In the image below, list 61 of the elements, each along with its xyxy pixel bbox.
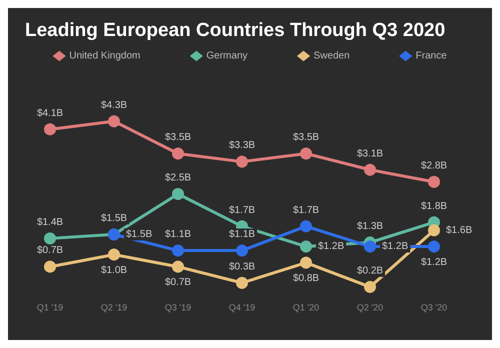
data-label: $0.7B [36, 245, 64, 256]
chart-title: Leading European Countries Through Q3 2020 [25, 20, 446, 41]
data-label: $1.7B [292, 204, 320, 216]
data-label: $1.0B [100, 265, 128, 276]
point [44, 232, 56, 244]
point [236, 156, 248, 168]
data-label: $1.6B [446, 224, 472, 236]
x-tick-label: Q1 '20 [292, 302, 320, 312]
point [172, 244, 184, 257]
legend-label: Germany [206, 50, 248, 62]
point [108, 248, 120, 261]
data-label: $0.2B [356, 265, 384, 276]
point [172, 148, 184, 160]
point [172, 260, 184, 273]
point [300, 148, 312, 160]
data-label: $1.8B [420, 200, 448, 212]
data-label: $0.7B [164, 277, 192, 288]
data-label: $4.1B [36, 108, 64, 119]
legend-label: Sweden [314, 50, 350, 62]
point [236, 244, 248, 257]
point [108, 115, 120, 128]
x-tick-label: Q2 '19 [100, 302, 128, 312]
data-label: $4.3B [100, 100, 128, 111]
data-label: $1.7B [228, 204, 256, 216]
point [300, 240, 312, 253]
point [428, 224, 440, 236]
data-label: $3.5B [292, 132, 320, 144]
data-label: $1.5B [100, 212, 128, 224]
point [300, 220, 312, 232]
x-tick-label: Q4 '19 [228, 302, 256, 312]
data-label: $3.3B [228, 140, 256, 152]
data-label: $1.1B [228, 229, 256, 240]
data-label: $3.5B [164, 132, 192, 144]
data-label: $1.2B [318, 241, 344, 252]
data-label: $1.4B [36, 216, 64, 228]
data-label: $1.3B [356, 220, 384, 232]
data-label: $1.2B [382, 241, 408, 252]
point [44, 260, 56, 273]
x-tick-label: Q2 '20 [356, 302, 384, 312]
x-tick-label: Q1 '19 [36, 302, 64, 312]
x-tick-label: Q3 '19 [164, 302, 192, 312]
data-label: $2.8B [420, 160, 448, 172]
data-label: $1.5B [126, 228, 152, 240]
data-label: $3.1B [356, 148, 384, 160]
data-label: $1.2B [420, 257, 448, 268]
point [364, 164, 376, 176]
data-label: $0.8B [292, 273, 320, 284]
point [300, 256, 312, 269]
point [172, 188, 184, 200]
data-label: $2.5B [164, 172, 192, 184]
data-label: $0.3B [228, 261, 256, 272]
data-label: $1.1B [164, 229, 192, 240]
point [44, 123, 56, 136]
legend-label: France [416, 50, 448, 62]
legend-label: United Kingdom [69, 50, 140, 62]
point [364, 280, 376, 293]
x-tick-label: Q3 '20 [420, 302, 448, 312]
point [364, 240, 376, 253]
point [428, 240, 440, 253]
point [428, 176, 440, 188]
point [236, 276, 248, 289]
